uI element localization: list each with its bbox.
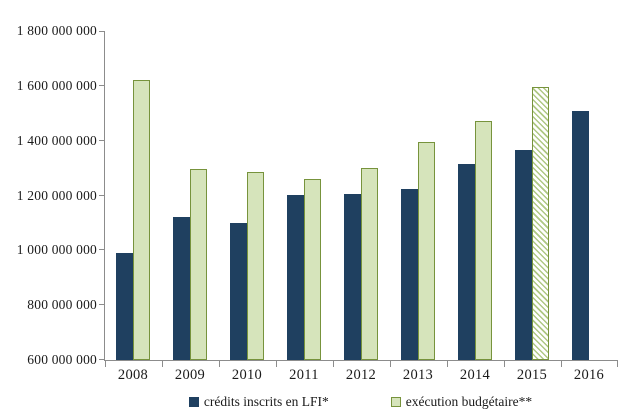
bar-exec-2015 xyxy=(532,87,549,360)
x-tick-label: 2013 xyxy=(402,367,434,383)
y-tick xyxy=(99,31,105,32)
x-tick-label: 2015 xyxy=(516,367,548,383)
bar-lfi-2011 xyxy=(287,195,304,360)
x-tick-label: 2011 xyxy=(289,367,319,383)
x-tick-label: 2014 xyxy=(459,367,491,383)
y-tick-label: 600 000 000 xyxy=(27,352,97,367)
bar-lfi-2014 xyxy=(458,164,475,360)
y-tick xyxy=(99,249,105,251)
x-tick-label: 2016 xyxy=(573,367,605,383)
y-tick xyxy=(99,139,105,141)
x-tick-label: 2012 xyxy=(345,367,377,383)
y-tick-label: 800 000 000 xyxy=(27,297,97,313)
legend-item-exec: exécution budgétaire** xyxy=(390,394,533,410)
legend-label-lfi: crédits inscrits en LFI* xyxy=(203,394,329,409)
bar-exec-2009 xyxy=(190,169,207,360)
x-tick xyxy=(561,361,562,367)
y-tick xyxy=(99,359,105,360)
bar-lfi-2016 xyxy=(572,111,589,360)
x-axis-labels: 2008 2009 2010 2011 2012 2013 2014 2015 2016 xyxy=(104,366,617,386)
bar-exec-2010 xyxy=(247,172,264,360)
x-tick xyxy=(390,361,391,367)
bar-lfi-2015 xyxy=(515,150,532,360)
x-tick xyxy=(219,361,220,367)
bar-lfi-2010 xyxy=(230,223,247,360)
bar-lfi-2008 xyxy=(116,253,133,360)
x-tick xyxy=(617,361,618,367)
x-tick xyxy=(333,361,334,367)
plot-area xyxy=(99,31,618,367)
y-axis-labels: 1 800 000 000 1 600 000 000 1 400 000 000 1… xyxy=(0,0,97,416)
exec-swatch-icon xyxy=(390,397,401,407)
bar-lfi-2012 xyxy=(344,194,361,360)
y-tick-label: 1 200 000 000 xyxy=(16,187,97,203)
y-tick xyxy=(99,84,105,86)
bar-exec-2013 xyxy=(418,142,435,360)
bar-exec-2011 xyxy=(304,179,321,360)
x-tick xyxy=(162,361,163,367)
y-tick-label: 1 600 000 000 xyxy=(16,77,97,93)
bar-exec-2012 xyxy=(361,168,378,360)
bar-exec-2008 xyxy=(133,80,150,360)
y-tick-label: 1 000 000 000 xyxy=(16,242,97,258)
legend-label-exec: exécution budgétaire** xyxy=(405,394,533,409)
x-tick-label: 2009 xyxy=(174,367,206,383)
lfi-swatch-icon xyxy=(188,397,199,407)
x-tick-label: 2008 xyxy=(117,367,149,383)
legend-item-lfi: crédits inscrits en LFI* xyxy=(188,394,329,410)
bar-lfi-2009 xyxy=(173,217,190,360)
x-tick-label: 2010 xyxy=(231,367,263,383)
x-tick xyxy=(504,361,505,367)
y-tick-label: 1 800 000 000 xyxy=(16,23,97,38)
y-tick-label: 1 400 000 000 xyxy=(16,132,97,148)
x-tick xyxy=(276,361,277,367)
bar-exec-2014 xyxy=(475,121,492,360)
x-tick xyxy=(447,361,448,367)
y-tick xyxy=(99,304,105,306)
x-tick xyxy=(105,361,106,367)
y-tick xyxy=(99,194,105,196)
legend: crédits inscrits en LFI* exécution budgé… xyxy=(104,392,617,412)
bar-lfi-2013 xyxy=(401,189,418,360)
